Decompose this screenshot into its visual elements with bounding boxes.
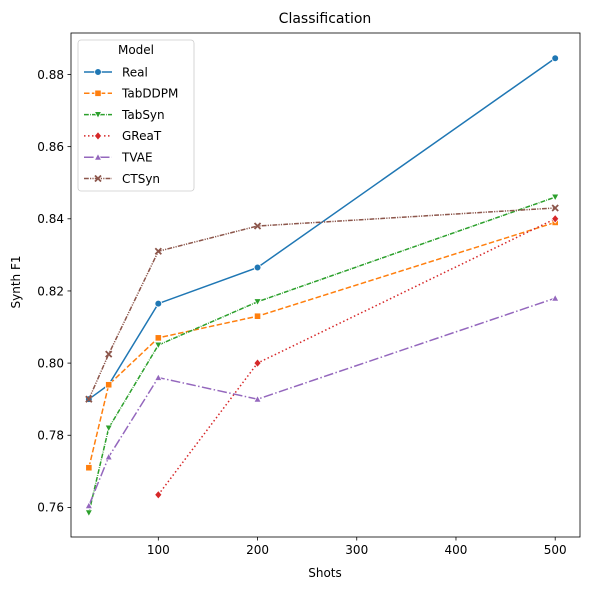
series-line (88, 196, 556, 514)
legend-entry-tabsyn: TabSyn (84, 108, 165, 122)
axes: 100 200 300 400 500 0.76 0.78 0.80 0.82 0.84 0.86 0… (37, 32, 581, 557)
data-point (253, 394, 262, 403)
data-point (551, 213, 560, 224)
data-point (85, 464, 93, 472)
data-point (85, 395, 93, 403)
data-point (104, 452, 113, 461)
legend-label: GReaT (122, 129, 162, 143)
y-tick-label: 0.80 (37, 356, 64, 370)
data-point (154, 373, 163, 381)
data-point (550, 293, 560, 302)
data-point (551, 54, 559, 63)
x-tick-label: 100 (147, 543, 170, 557)
data-point (550, 193, 560, 202)
data-point (105, 350, 113, 358)
legend-label: TabDDPM (121, 87, 178, 101)
data-point (253, 298, 262, 307)
data-point (84, 509, 94, 518)
y-tick-label: 0.84 (37, 212, 64, 226)
series-tvae (84, 293, 560, 510)
data-point (104, 424, 113, 433)
y-tick-label: 0.88 (37, 68, 64, 82)
data-point (253, 263, 262, 272)
legend-label: CTSyn (122, 172, 160, 186)
y-axis-label: Synth F1 (9, 256, 23, 309)
x-tick-label: 200 (246, 543, 269, 557)
y-tick-label: 0.76 (37, 501, 64, 515)
legend-marker (93, 152, 103, 161)
legend-entry-real: Real (84, 65, 148, 79)
legend-entry-tabddpm: TabDDPM (84, 87, 178, 101)
legend-label: Real (122, 65, 148, 79)
data-point (84, 501, 94, 510)
y-tick-label: 0.78 (37, 429, 64, 443)
data-point (154, 489, 163, 500)
legend-marker (94, 174, 102, 183)
legend-marker (93, 131, 103, 141)
series-line (157, 218, 556, 496)
series-line (88, 297, 556, 506)
legend-marker (94, 68, 102, 76)
data-point (154, 341, 163, 350)
x-tick-label: 500 (544, 543, 567, 557)
x-tick-label: 400 (445, 543, 468, 557)
series-great (154, 213, 560, 500)
x-tick-label: 300 (345, 543, 368, 557)
data-point (105, 381, 113, 389)
legend-box (77, 39, 195, 192)
y-tick-label: 0.82 (37, 284, 64, 298)
data-point (253, 312, 262, 320)
series-tabsyn (84, 193, 560, 518)
data-point (154, 247, 162, 255)
legend-marker (93, 111, 103, 120)
data-point (154, 334, 162, 342)
legend-entry-tvae: TVAE (84, 151, 153, 165)
legend: Model Real TabDDPM TabSyn GReaT TVAE CTSyn (77, 39, 195, 192)
data-point (551, 204, 559, 212)
axes-frame (70, 32, 581, 538)
legend-label: TVAE (121, 151, 153, 165)
legend-title: Model (118, 43, 154, 57)
data-point (253, 358, 262, 368)
data-point (154, 299, 163, 308)
legend-marker (94, 89, 102, 97)
data-point (253, 222, 262, 230)
legend-entry-ctsyn: CTSyn (84, 172, 160, 186)
legend-entry-great: GReaT (84, 129, 162, 143)
legend-label: TabSyn (121, 108, 165, 122)
y-tick-label: 0.86 (37, 140, 64, 154)
plot-area (84, 54, 560, 518)
series-ctsyn (85, 204, 559, 403)
chart-title: Classification (279, 11, 372, 27)
x-axis-label: Shots (308, 566, 342, 580)
